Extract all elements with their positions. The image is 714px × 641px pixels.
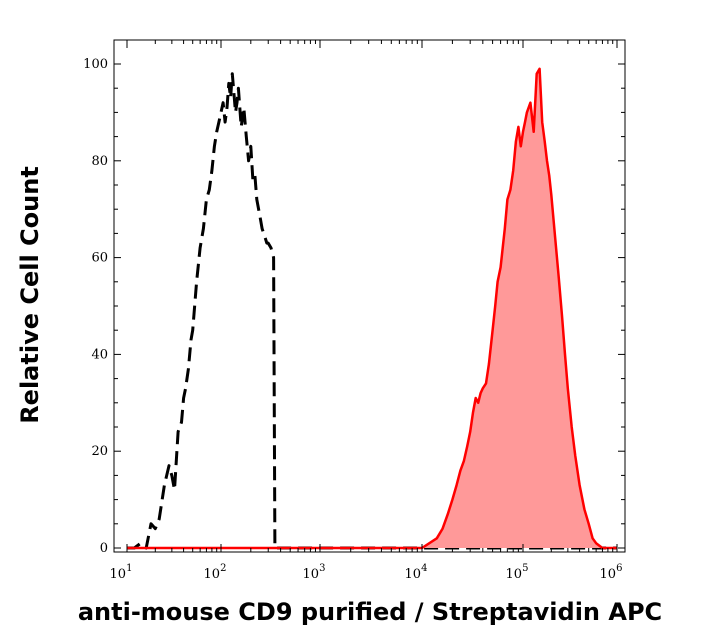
y-tick-label: 60 (91, 251, 108, 266)
x-tick-label: 104 (405, 563, 428, 582)
x-tick-label: 105 (506, 563, 529, 582)
histogram-layer (127, 67, 617, 550)
x-axis: 101 102 103 104 105 106 (110, 40, 623, 582)
series-1-line (127, 67, 617, 550)
x-tick-label: 101 (110, 563, 133, 582)
plot-frame (113, 39, 626, 553)
series-1-area (127, 68, 617, 549)
y-tick-label: 20 (91, 444, 108, 459)
series-0-line (127, 72, 617, 550)
x-tick-label: 103 (303, 563, 326, 582)
x-axis-title: anti-mouse CD9 purified / Streptavidin A… (78, 598, 662, 626)
y-tick-label: 0 (100, 541, 108, 556)
x-tick-label: 106 (600, 563, 623, 582)
x-tick-label: 102 (204, 563, 227, 582)
y-axis-title: Relative Cell Count (16, 166, 44, 424)
y-tick-label: 100 (83, 57, 108, 72)
y-tick-label: 80 (91, 154, 108, 169)
y-tick-label: 40 (91, 347, 108, 362)
y-axis: 0 20 40 60 80 100 (83, 57, 625, 556)
